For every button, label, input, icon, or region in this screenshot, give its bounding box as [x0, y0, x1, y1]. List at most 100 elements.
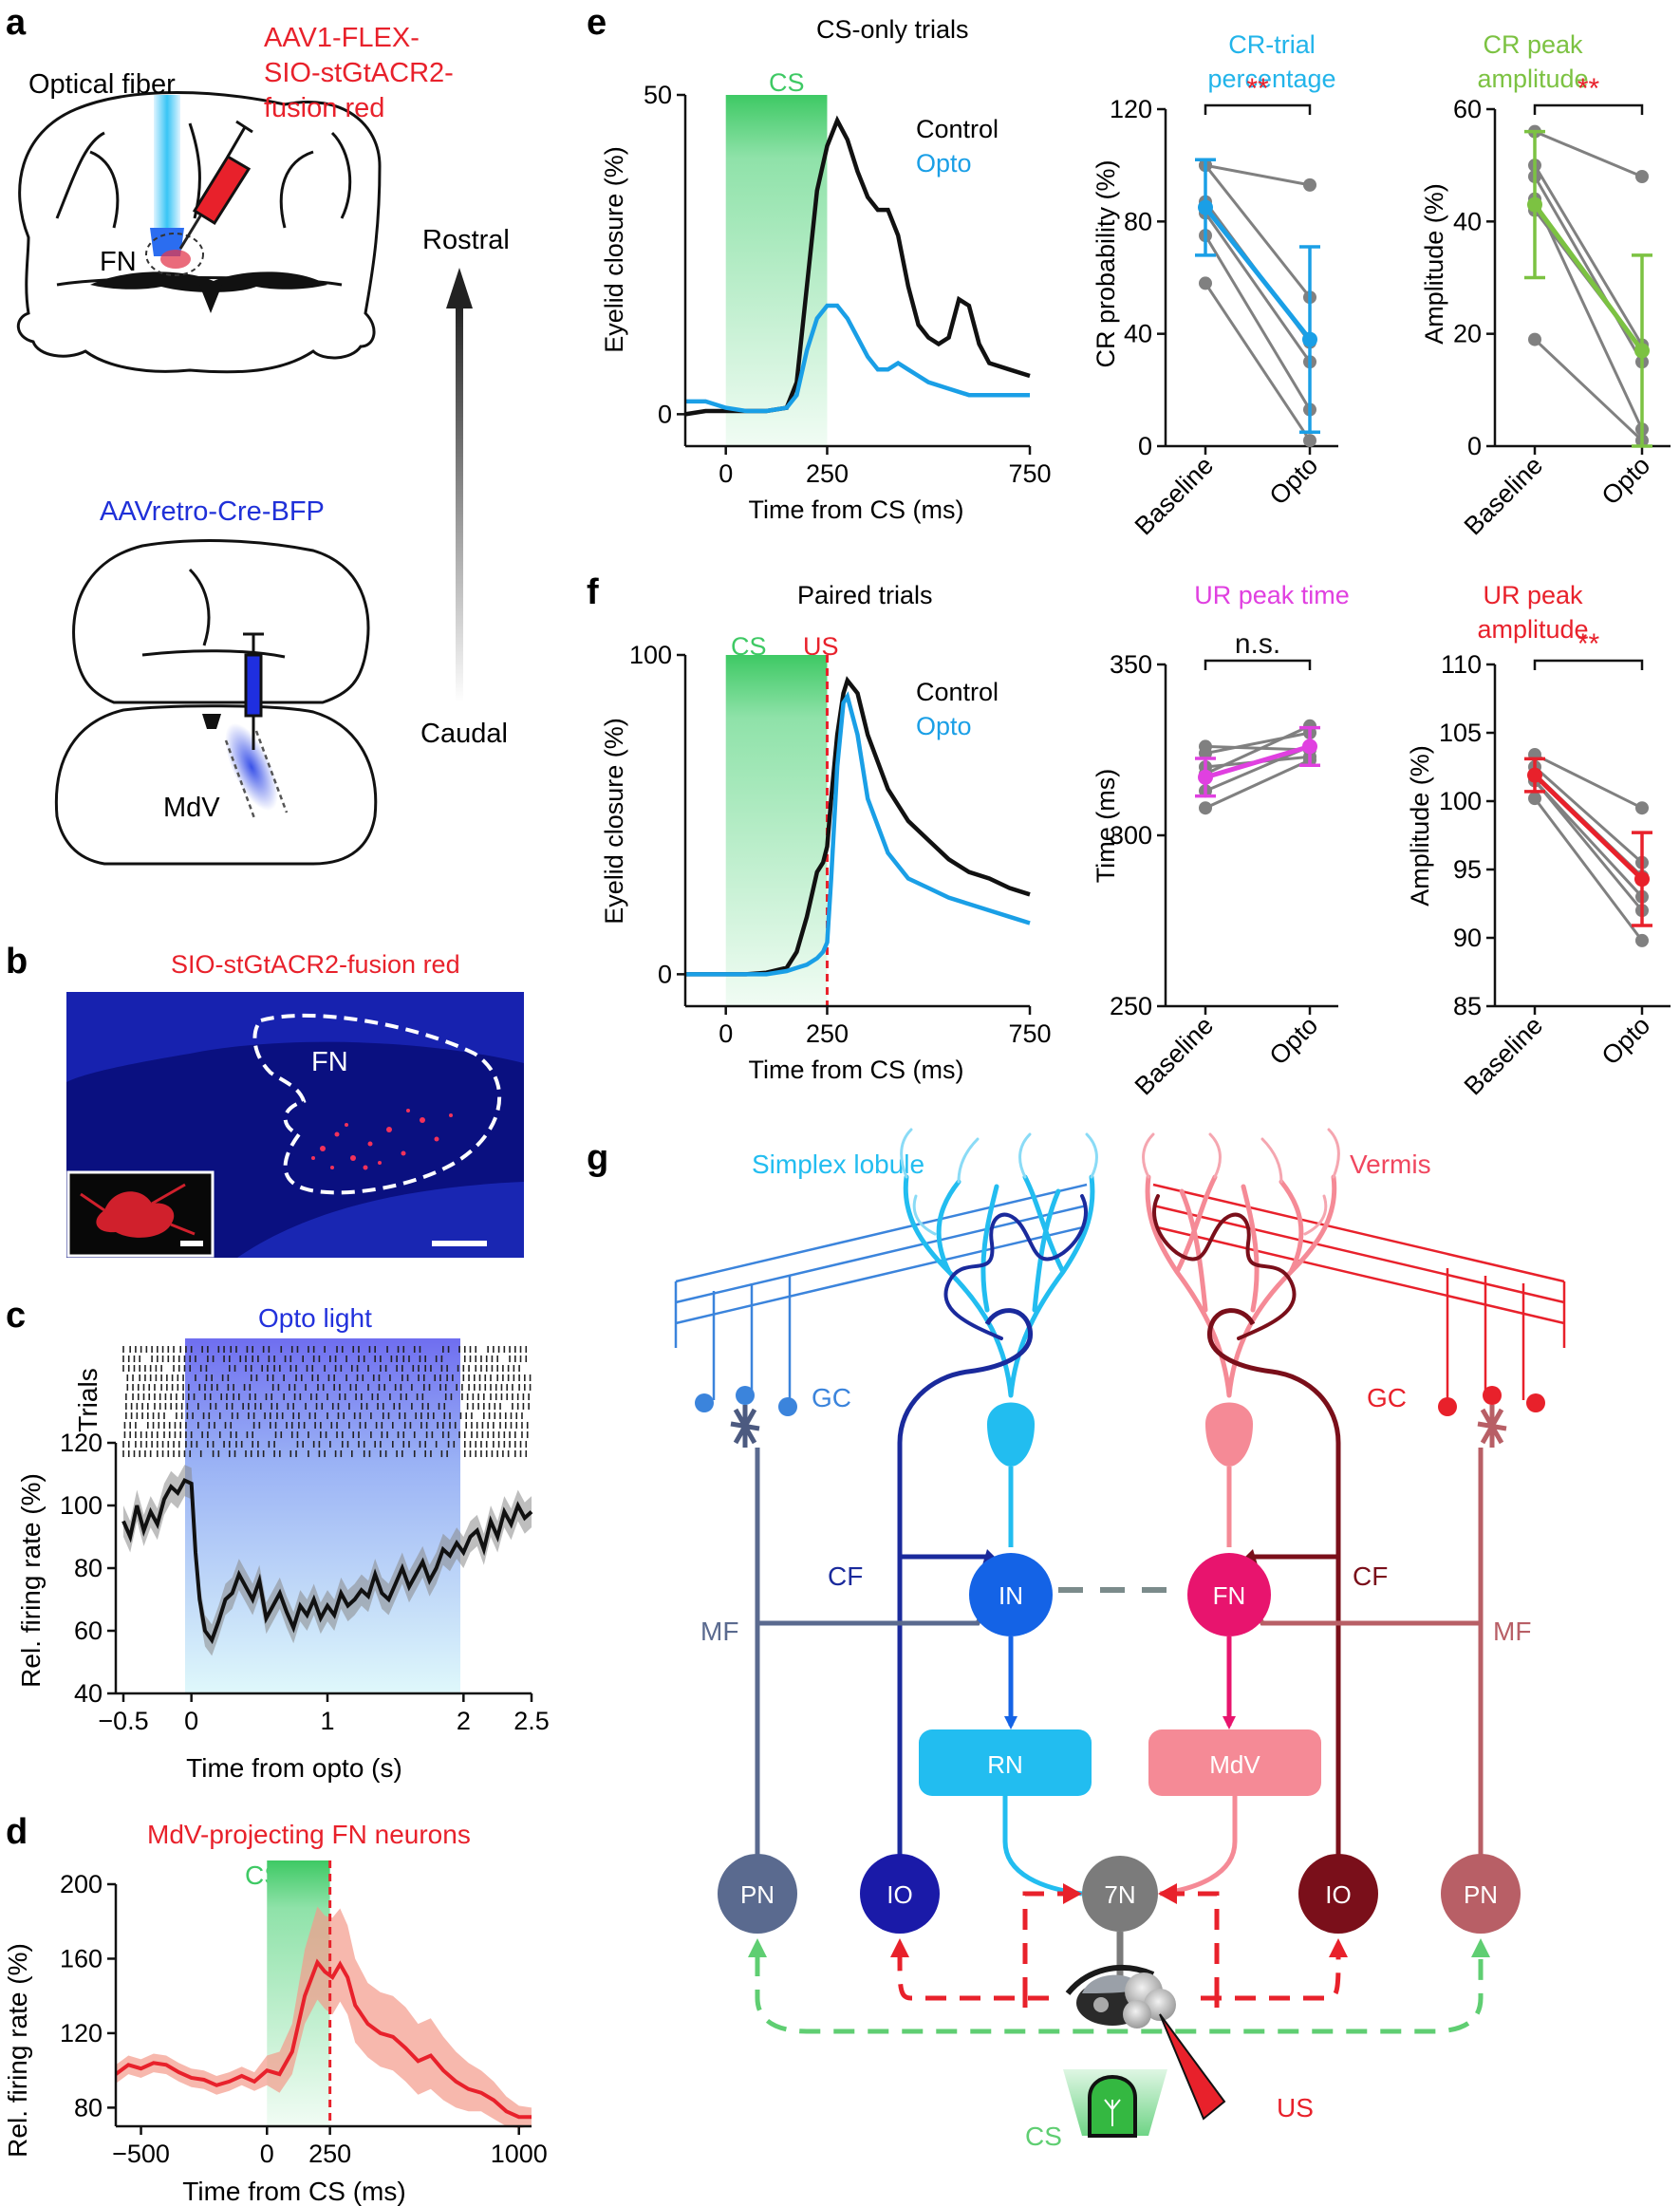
significance-marker: **	[1246, 73, 1269, 104]
mean-line	[1204, 744, 1311, 780]
simplex-lobule-label: Simplex lobule	[752, 1150, 924, 1179]
baseline-point	[1199, 746, 1212, 760]
mossy-fiber-left	[755, 1448, 985, 1889]
seven-n-node	[1082, 1856, 1158, 1932]
cr-percentage-title-1: CR-trial	[1228, 30, 1316, 59]
io-node-left-label: IO	[887, 1880, 912, 1909]
opto-mean-point	[1634, 343, 1650, 359]
mdv-boundary-1	[224, 739, 256, 819]
y-tick-label: 60	[1453, 95, 1482, 123]
fn-to-mdv-terminal	[1223, 1716, 1236, 1729]
us-arrow-7n-left	[1063, 1883, 1082, 1904]
y-tick-label: 0	[1138, 432, 1152, 460]
y-tick-label: 90	[1453, 924, 1482, 952]
panel-e-legend-opto: Opto	[916, 149, 972, 178]
panel-label-e: e	[587, 3, 607, 43]
fn-node-label: FN	[1213, 1581, 1246, 1610]
y-tick-label: 200	[60, 1870, 103, 1898]
syringe-bottom	[243, 632, 264, 750]
cs-arrow-pn-right	[1471, 1938, 1490, 1957]
ur-amplitude-title-1: UR peak	[1483, 581, 1583, 609]
mean-line	[1532, 203, 1645, 352]
panel-f: f Paired trials CS US Control Opto 01000…	[587, 572, 1671, 1100]
fn-label-b: FN	[311, 1047, 348, 1077]
virus-label-top-2: SIO-stGtACR2-	[264, 58, 454, 88]
mean-line	[1533, 773, 1644, 881]
animal-pair-line	[1533, 779, 1644, 898]
panel-e-legend-control: Control	[916, 115, 999, 143]
ur-amplitude-plot: 85 90 95 100 105 110 Baseline Opto **	[1439, 628, 1671, 1100]
opto-point	[1635, 801, 1649, 815]
histology-bright-region-bottom	[237, 1182, 524, 1258]
panel-f-xlabel: Time from CS (ms)	[749, 1056, 964, 1084]
purkinje-soma-left	[987, 1402, 1035, 1467]
climbing-fiber-left-collateral	[900, 1554, 995, 1568]
in-node	[969, 1553, 1053, 1636]
panel-label-d: d	[6, 1812, 28, 1852]
fn-injection-site	[160, 250, 191, 269]
brain-outline-bottom-upper	[72, 539, 370, 704]
rostral-label: Rostral	[422, 225, 510, 255]
x-tick-label: 0	[184, 1707, 198, 1735]
rn-node-label: RN	[987, 1750, 1023, 1779]
mdv-boundary-2	[254, 730, 289, 813]
panel-b-title: SIO-stGtACR2-fusion red	[171, 950, 460, 979]
opto-point	[1303, 434, 1316, 448]
climbing-fiber-right	[1207, 1308, 1341, 1889]
panel-e-ylabel: Eyelid closure (%)	[600, 146, 628, 353]
rn-to-7n-axon	[1002, 1796, 1083, 1897]
panel-d-title: MdV-projecting FN neurons	[147, 1820, 471, 1849]
opto-point	[1303, 178, 1316, 192]
animal-pair-line	[1204, 724, 1311, 776]
opto-mean-point	[1634, 871, 1650, 888]
y-tick-label: 95	[1453, 855, 1482, 884]
baseline-mean-point	[1527, 767, 1542, 783]
air-puff-icon	[1123, 1972, 1176, 2028]
mdv-injection-site	[225, 722, 278, 812]
animal-pair-line	[1534, 753, 1643, 810]
cr-amplitude-plot: 0 20 40 60 Baseline Opto **	[1453, 73, 1671, 540]
x-category-label: Opto	[1264, 451, 1324, 511]
optical-fiber-tip	[150, 228, 184, 256]
io-node-right-label: IO	[1325, 1880, 1351, 1909]
panel-d: d MdV-projecting FN neurons CS US 801201…	[3, 1812, 548, 2206]
significance-marker: n.s.	[1235, 628, 1280, 660]
baseline-mean-point	[1198, 769, 1213, 785]
x-tick-label: 0	[719, 459, 733, 488]
x-tick-label: 2	[457, 1707, 471, 1735]
panel-label-f: f	[587, 572, 599, 612]
x-category-label: Baseline	[1129, 451, 1219, 540]
x-tick-label: 250	[806, 1019, 849, 1048]
panel-f-title: Paired trials	[797, 581, 933, 609]
y-tick-label: 110	[1441, 650, 1482, 679]
y-tick-label: 300	[1110, 821, 1152, 850]
y-tick-label: 105	[1439, 719, 1482, 747]
gc-label-right: GC	[1367, 1383, 1407, 1412]
panel-label-a: a	[6, 3, 27, 43]
cs-window	[725, 95, 828, 446]
climbing-fiber-right-collateral	[1245, 1554, 1338, 1567]
brain-section-caudal	[54, 539, 378, 866]
cr-amplitude-title-1: CR peak	[1483, 30, 1583, 59]
rostral-arrowhead	[446, 268, 473, 308]
ur-time-title: UR peak time	[1194, 581, 1350, 609]
animal-pair-line	[1534, 130, 1643, 178]
cs-arrow-pn-left	[748, 1938, 767, 1957]
cr-amplitude-title-2: amplitude	[1477, 65, 1588, 93]
significance-marker: **	[1577, 628, 1600, 660]
purkinje-tree-left	[900, 1128, 1098, 1398]
panel-c-xlabel: Time from opto (s)	[186, 1753, 402, 1783]
y-tick-label: 20	[1453, 320, 1482, 348]
animal-pair-line	[1534, 765, 1643, 864]
panel-f-trace-plot: 0 100 0 250 750	[629, 641, 1052, 1048]
mdv-node	[1148, 1729, 1321, 1796]
pn-node-right-label: PN	[1464, 1880, 1498, 1909]
opto-light-window	[185, 1338, 460, 1693]
panel-b: b SIO-stGtACR2-fusion red FN	[6, 942, 524, 1258]
cs-pathways	[755, 1955, 1484, 2034]
opto-point	[1635, 170, 1649, 183]
gc-label-left: GC	[812, 1383, 851, 1412]
mf-label-left: MF	[700, 1617, 738, 1646]
x-category-label: Opto	[1596, 451, 1656, 511]
panel-f-legend-opto: Opto	[916, 712, 972, 740]
